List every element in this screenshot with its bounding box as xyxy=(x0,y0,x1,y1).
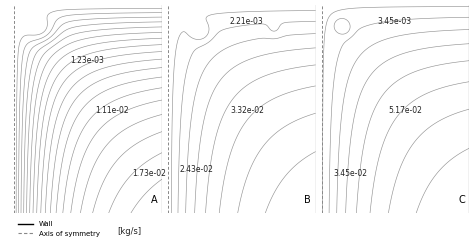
Text: 1.73e-02: 1.73e-02 xyxy=(132,169,166,178)
Text: 3.45e-02: 3.45e-02 xyxy=(333,169,367,178)
Legend: Wall, Axis of symmetry: Wall, Axis of symmetry xyxy=(18,221,100,237)
Text: 3.32e-02: 3.32e-02 xyxy=(230,106,264,115)
Text: A: A xyxy=(151,195,157,205)
Text: 2.43e-02: 2.43e-02 xyxy=(180,165,214,174)
Text: B: B xyxy=(304,195,311,205)
Text: 1.23e-03: 1.23e-03 xyxy=(70,56,104,65)
Text: 5.17e-02: 5.17e-02 xyxy=(388,106,422,115)
Text: C: C xyxy=(458,195,465,205)
Text: 2.21e-03: 2.21e-03 xyxy=(230,17,264,26)
Text: [kg/s]: [kg/s] xyxy=(118,227,142,236)
Text: 3.45e-03: 3.45e-03 xyxy=(378,17,412,26)
Text: 1.11e-02: 1.11e-02 xyxy=(95,106,129,115)
